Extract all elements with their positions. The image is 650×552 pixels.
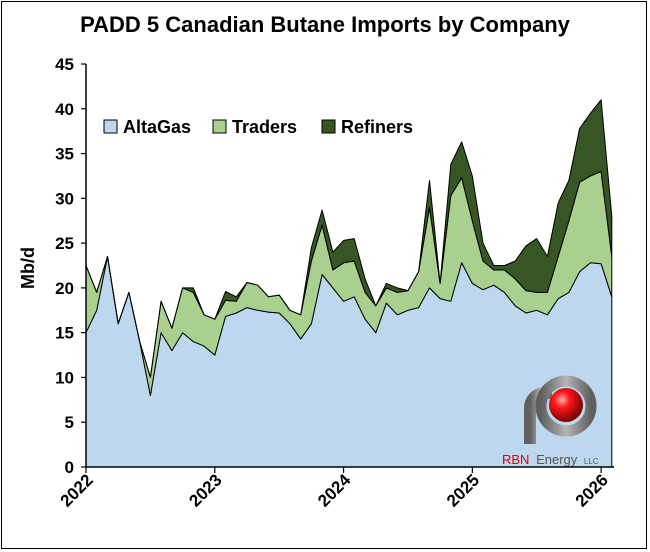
axes bbox=[85, 64, 614, 468]
y-tick-label: 5 bbox=[65, 413, 74, 432]
y-tick-label: 30 bbox=[55, 189, 74, 208]
y-axis-title: Mb/d bbox=[18, 247, 38, 289]
legend: AltaGas Traders Refiners bbox=[103, 117, 413, 137]
y-tick-label: 15 bbox=[55, 324, 74, 343]
legend-label-altagas: AltaGas bbox=[123, 117, 191, 137]
x-tick-label: 2022 bbox=[57, 470, 97, 510]
x-tick-label: 2025 bbox=[443, 470, 483, 510]
area-refiners bbox=[85, 99, 613, 378]
y-tick-label: 40 bbox=[55, 100, 74, 119]
logo-ring bbox=[535, 375, 597, 437]
legend-swatch-refiners bbox=[321, 119, 336, 134]
legend-label-refiners: Refiners bbox=[341, 117, 413, 137]
y-tick-label: 25 bbox=[55, 234, 74, 253]
x-tick-labels: 2022 2023 2024 2025 2026 bbox=[57, 467, 612, 511]
y-tick-label: 20 bbox=[55, 279, 74, 298]
stacked-areas bbox=[85, 99, 613, 468]
legend-label-traders: Traders bbox=[232, 117, 297, 137]
svg-text:RBN Energy LLC: RBN Energy LLC bbox=[502, 452, 599, 467]
y-tick-label: 0 bbox=[65, 458, 74, 477]
y-tick-label: 10 bbox=[55, 368, 74, 387]
legend-swatch-traders bbox=[212, 119, 227, 134]
y-tick-label: 45 bbox=[55, 55, 74, 74]
x-tick-label: 2024 bbox=[314, 470, 355, 511]
logo-name-red: RBN bbox=[502, 452, 529, 467]
logo-suffix: LLC bbox=[584, 457, 599, 466]
rbn-energy-logo: RBN Energy LLC bbox=[502, 355, 599, 467]
y-tick-label: 35 bbox=[55, 145, 74, 164]
legend-swatch-altagas bbox=[103, 119, 118, 134]
y-tick-labels: 0 5 10 15 20 25 30 35 40 45 bbox=[55, 55, 86, 477]
logo-name-grey: Energy bbox=[536, 452, 578, 467]
x-tick-label: 2026 bbox=[572, 470, 612, 510]
logo-red-ball-icon bbox=[549, 388, 583, 422]
chart-title: PADD 5 Canadian Butane Imports by Compan… bbox=[80, 12, 570, 37]
x-tick-label: 2023 bbox=[185, 470, 225, 510]
